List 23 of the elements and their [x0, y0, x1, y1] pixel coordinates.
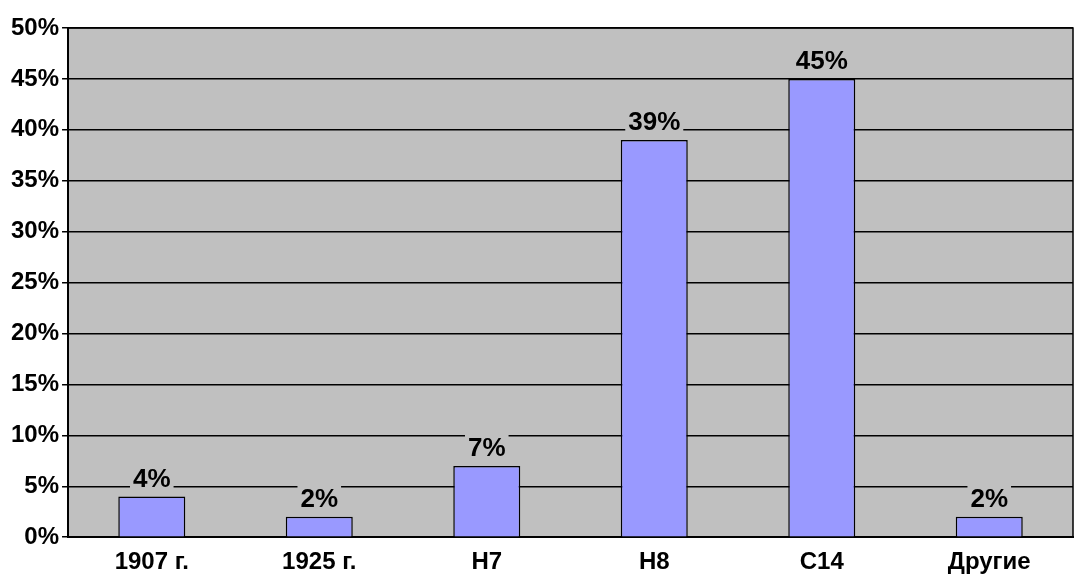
y-tick-label: 25%: [10, 267, 60, 295]
data-label: 45%: [795, 45, 848, 76]
data-label: 2%: [970, 483, 1009, 513]
y-tick-label: 15%: [10, 369, 60, 397]
y-tick-label: 0%: [24, 521, 60, 549]
x-tick-label: С14: [799, 547, 845, 575]
data-label: 39%: [628, 106, 681, 137]
y-tick-label: 5%: [24, 470, 60, 498]
x-tick-label: Н7: [471, 547, 503, 575]
data-label: 2%: [300, 483, 339, 513]
y-tick-label: 30%: [10, 216, 60, 244]
data-label: 4%: [132, 462, 171, 493]
y-tick-label: 20%: [10, 318, 60, 346]
y-tick-label: 40%: [10, 114, 60, 142]
y-tick-label: 50%: [10, 12, 60, 40]
y-tick-label: 45%: [10, 63, 60, 91]
x-tick-label: Н8: [638, 547, 670, 575]
y-tick-label: 35%: [10, 165, 60, 193]
y-tick-label: 10%: [10, 419, 60, 447]
x-tick-label: 1925 г.: [282, 547, 357, 575]
x-tick-label: Другие: [947, 547, 1031, 575]
x-tick-label: 1907 г.: [114, 547, 189, 575]
data-label: 7%: [467, 432, 506, 463]
